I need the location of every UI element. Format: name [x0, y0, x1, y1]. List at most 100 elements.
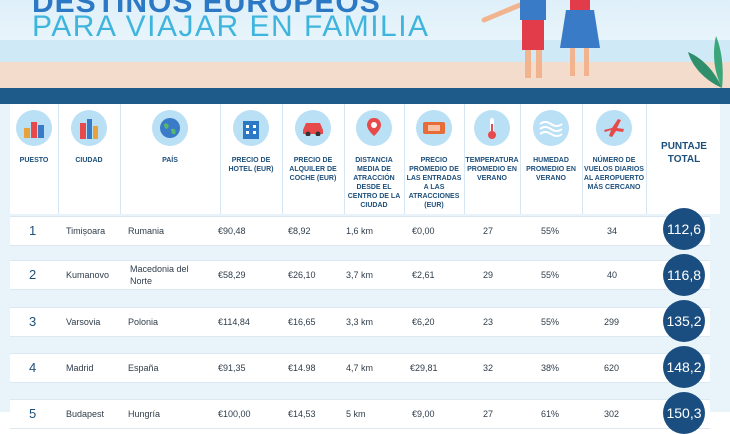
row-distancia: 4,7 km	[346, 363, 374, 373]
row-humedad: 61%	[541, 409, 560, 419]
header-pais: PAÍS	[120, 104, 221, 214]
row-ciudad: Varsovia	[66, 317, 101, 327]
row-distancia: 5 km	[346, 409, 366, 419]
row-ciudad: Kumanovo	[66, 270, 110, 280]
row-humedad: 55%	[541, 270, 560, 280]
header-vuelos-label: NÚMERO DE VUELOS DIARIOS AL AEROPUERTO M…	[583, 157, 645, 191]
row-vuelos: 299	[604, 317, 620, 327]
header-humedad: HUMEDAD PROMEDIO EN VERANO	[520, 104, 583, 214]
row-distancia: 1,6 km	[346, 226, 374, 236]
beach-sand	[0, 62, 730, 92]
row-entradas: €6,20	[412, 317, 435, 327]
row-puesto: 4	[29, 360, 37, 375]
map-pin-route-icon	[356, 110, 392, 146]
row-entradas: €0,00	[412, 226, 435, 236]
total-score-badge: 150,3	[663, 392, 705, 434]
header-distancia-label: DISTANCIA MEDIA DE ATRACCIÓN DESDE EL CE…	[347, 157, 401, 209]
row-hotel: €90,48	[218, 226, 246, 236]
row-coche: €14.98	[288, 363, 316, 373]
car-icon	[295, 110, 331, 146]
header-hotel-label: PRECIO DE HOTEL (EUR)	[228, 157, 274, 173]
row-puesto: 5	[29, 406, 37, 421]
header-total-label: PUNTAJE TOTAL	[661, 141, 707, 165]
header-pais-label: PAÍS	[162, 157, 178, 164]
row-hotel: €58,29	[218, 270, 246, 280]
row-puesto: 2	[29, 267, 37, 282]
header-humedad-label: HUMEDAD PROMEDIO EN VERANO	[526, 157, 576, 182]
row-hotel: €100,00	[218, 409, 251, 419]
row-coche: €14,53	[288, 409, 316, 419]
row-coche: €8,92	[288, 226, 311, 236]
family-illustration	[481, 0, 600, 78]
total-score-badge: 112,6	[663, 208, 705, 250]
row-distancia: 3,3 km	[346, 317, 374, 327]
podium-icon	[16, 110, 52, 146]
row-hotel: €91,35	[218, 363, 246, 373]
header-entradas-label: PRECIO PROMEDIO DE LAS ENTRADAS A LAS AT…	[406, 157, 462, 209]
row-vuelos: 34	[607, 226, 618, 236]
header-ciudad-label: CIUDAD	[75, 157, 103, 164]
sea-background	[0, 40, 730, 66]
total-score-badge: 116,8	[663, 254, 705, 296]
row-ciudad: Madrid	[66, 363, 94, 373]
row-puesto: 1	[29, 223, 37, 238]
table-row: 3 Varsovia Polonia €114,84 €16,65 3,3 km…	[10, 307, 710, 337]
header-ciudad: CIUDAD	[58, 104, 121, 214]
table-row: 2 Kumanovo Macedonia del Norte €58,29 €2…	[10, 260, 710, 290]
header-coche: PRECIO DE ALQUILER DE COCHE (EUR)	[282, 104, 345, 214]
total-score-badge: 148,2	[663, 346, 705, 388]
row-temperatura: 32	[483, 363, 494, 373]
header-vuelos: NÚMERO DE VUELOS DIARIOS AL AEROPUERTO M…	[582, 104, 647, 214]
row-humedad: 55%	[541, 317, 560, 327]
row-entradas: €9,00	[412, 409, 435, 419]
header-temperatura-label: TEMPERATURA PROMEDIO EN VERANO	[465, 157, 519, 182]
header-entradas: PRECIO PROMEDIO DE LAS ENTRADAS A LAS AT…	[404, 104, 465, 214]
row-vuelos: 302	[604, 409, 620, 419]
header-puesto: PUESTO	[10, 104, 59, 214]
row-entradas: €29,81	[410, 363, 438, 373]
ranking-table: PUESTO CIUDAD PAÍS PRECIO DE HOTEL (EUR)…	[10, 104, 720, 434]
row-distancia: 3,7 km	[346, 270, 374, 280]
row-hotel: €114,84	[218, 317, 250, 327]
row-pais: Hungría	[128, 409, 161, 419]
header-coche-label: PRECIO DE ALQUILER DE COCHE (EUR)	[289, 157, 337, 182]
hero-banner: DESTINOS EUROPEOS PARA VIAJAR EN FAMILIA	[0, 0, 730, 92]
row-pais: Rumania	[128, 226, 165, 236]
row-pais: Macedonia del Norte	[130, 264, 189, 286]
table-header-row: PUESTO CIUDAD PAÍS PRECIO DE HOTEL (EUR)…	[10, 104, 720, 214]
row-coche: €26,10	[288, 270, 316, 280]
row-coche: €16,65	[288, 317, 316, 327]
row-entradas: €2,61	[412, 270, 435, 280]
row-humedad: 38%	[541, 363, 560, 373]
table-row: 1 Timișoara Rumania €90,48 €8,92 1,6 km …	[10, 216, 710, 246]
page-title-line1: DESTINOS EUROPEOS	[32, 0, 381, 19]
row-ciudad: Timișoara	[66, 226, 106, 236]
humidity-icon	[533, 110, 569, 146]
row-puesto: 3	[29, 314, 37, 329]
city-icon	[71, 110, 107, 146]
row-temperatura: 23	[483, 317, 494, 327]
row-vuelos: 40	[607, 270, 618, 280]
header-puesto-label: PUESTO	[19, 157, 49, 164]
ticket-icon	[416, 110, 452, 146]
palm-leaf-decoration	[688, 36, 723, 88]
page-title-line2: PARA VIAJAR EN FAMILIA	[32, 10, 430, 43]
table-row: 4 Madrid España €91,35 €14.98 4,7 km €29…	[10, 353, 710, 383]
row-ciudad: Budapest	[66, 409, 105, 419]
row-temperatura: 27	[483, 409, 494, 419]
row-humedad: 55%	[541, 226, 560, 236]
thermometer-icon	[474, 110, 510, 146]
globe-icon	[152, 110, 188, 146]
hotel-icon	[233, 110, 269, 146]
header-stripe	[0, 88, 730, 104]
airplane-icon	[596, 110, 632, 146]
header-hotel: PRECIO DE HOTEL (EUR)	[220, 104, 283, 214]
header-temperatura: TEMPERATURA PROMEDIO EN VERANO	[464, 104, 521, 214]
row-temperatura: 27	[483, 226, 494, 236]
table-row: 5 Budapest Hungría €100,00 €14,53 5 km €…	[10, 399, 710, 429]
header-distancia: DISTANCIA MEDIA DE ATRACCIÓN DESDE EL CE…	[344, 104, 405, 214]
row-vuelos: 620	[604, 363, 620, 373]
row-pais: Polonia	[128, 317, 159, 327]
total-score-badge: 135,2	[663, 300, 705, 342]
row-pais: España	[128, 363, 159, 373]
